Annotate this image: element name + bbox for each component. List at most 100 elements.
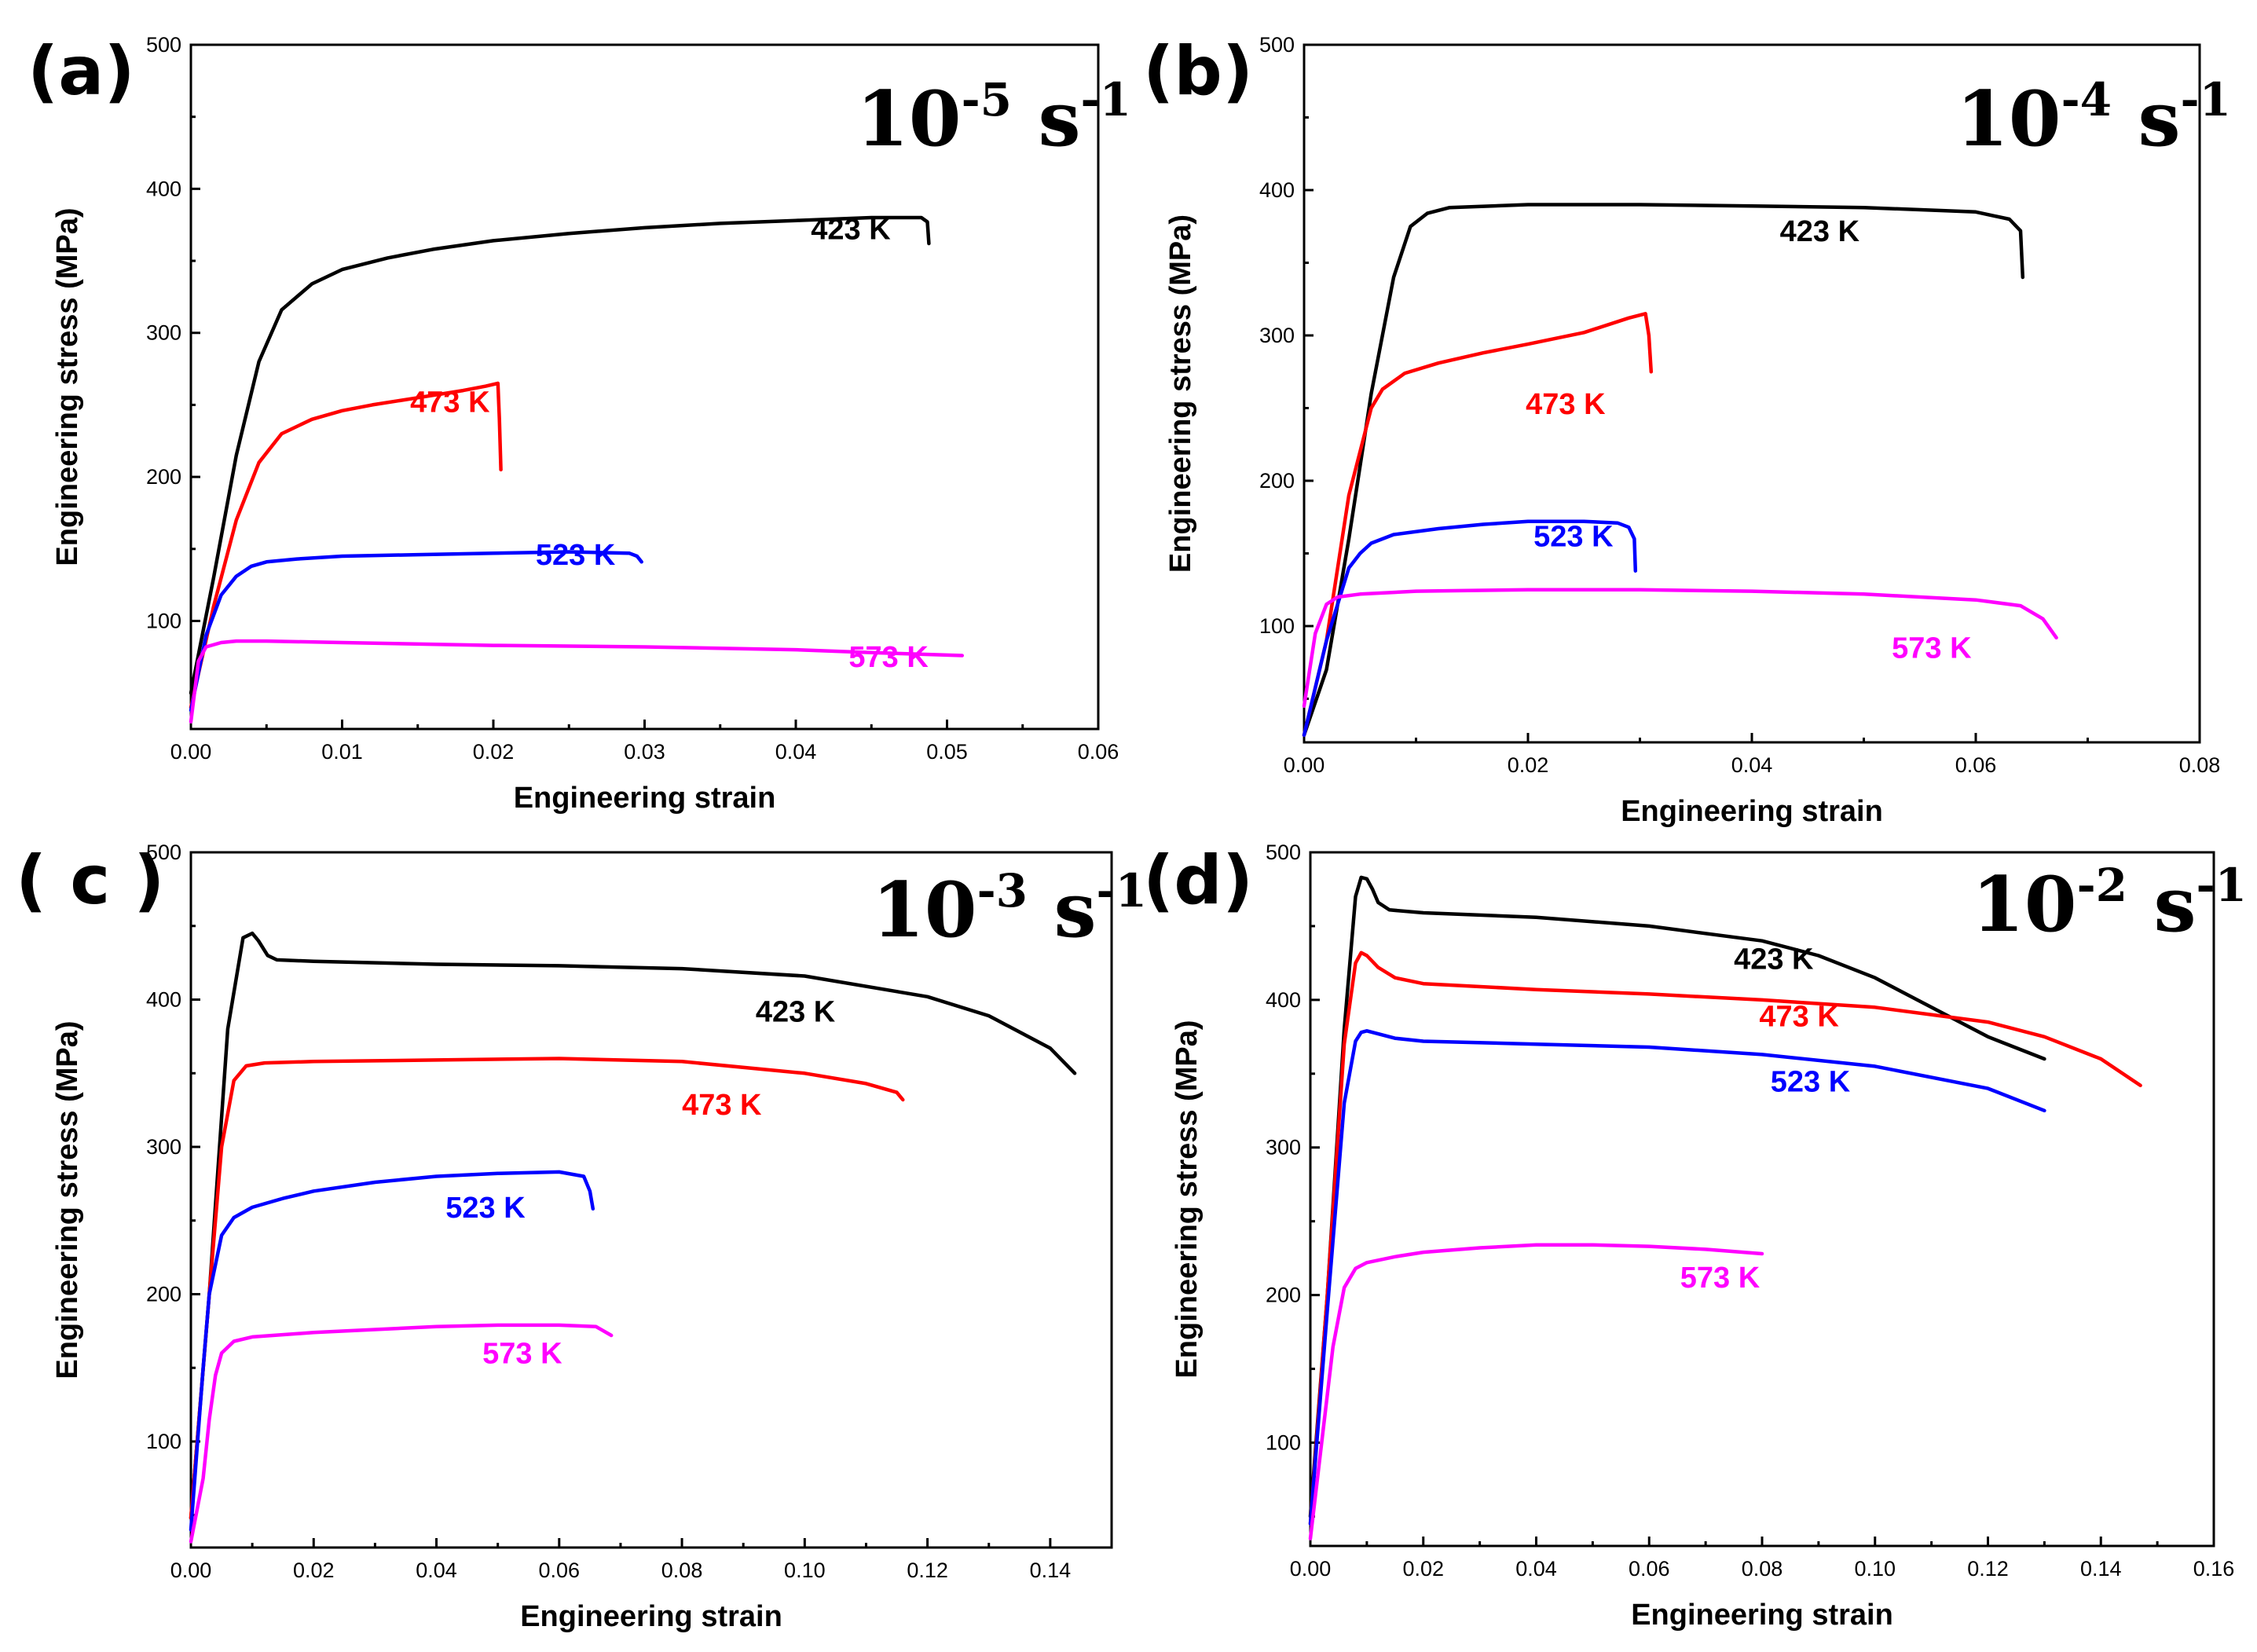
strain-rate-rate-unit: s: [2112, 75, 2180, 163]
series-label: 423 K: [1734, 943, 1814, 976]
series-label: 523 K: [536, 539, 616, 572]
series-label: 523 K: [445, 1192, 526, 1225]
strain-rate-rate-base: 10: [1956, 75, 2061, 163]
strain-rate-rate-exp: -4: [2061, 73, 2112, 126]
x-tick-label: 0.08: [1742, 1557, 1783, 1581]
panel-label: (d): [1143, 841, 1253, 920]
y-tick-label: 100: [146, 1430, 181, 1453]
series-line-573k: [1308, 1243, 1764, 1540]
y-tick-label: 200: [146, 1283, 181, 1306]
x-tick-label: 0.03: [624, 740, 665, 764]
y-tick-label: 400: [146, 988, 181, 1012]
x-tick-label: 0.10: [784, 1559, 826, 1582]
series-label: 473 K: [1759, 1001, 1839, 1034]
series-label: 573 K: [1680, 1262, 1761, 1295]
y-tick-label: 100: [1266, 1430, 1301, 1454]
plot-frame: [189, 851, 1113, 1549]
strain-rate-rate-exp: -5: [962, 73, 1012, 126]
y-tick-label: 400: [146, 177, 181, 200]
chart-panel-3: 0.00 0.02 0.04 0.06 0.08 0.10 0.12 0.14 100 200 30…: [16, 841, 1147, 1633]
y-axis-title: Engineering stress (MPa): [51, 1020, 84, 1379]
series-line-423k: [1308, 875, 2046, 1518]
x-tick-label: 0.02: [1402, 1557, 1444, 1581]
y-tick-label: 500: [1266, 841, 1301, 864]
plot-frame: [1303, 43, 2201, 744]
panel-label: (a): [27, 32, 135, 111]
x-tick-label: 0.06: [1629, 1557, 1670, 1581]
y-tick-label: 300: [1266, 1136, 1301, 1159]
series-line-573k: [189, 639, 965, 724]
series-label: 473 K: [410, 386, 490, 419]
series-line-473k: [1308, 951, 2142, 1526]
strain-rate-rate-base: 10: [856, 75, 962, 163]
x-tick-label: 0.04: [775, 740, 817, 764]
strain-rate-rate-unit-exp: -1: [1081, 73, 1131, 126]
x-tick-label: 0.08: [661, 1559, 703, 1582]
y-tick-label: 400: [1266, 988, 1301, 1012]
plot-frame: [189, 43, 1100, 731]
y-tick-label: 300: [146, 321, 181, 345]
strain-rate-rate-base: 10: [1972, 860, 2077, 949]
chart-panel-2: 0.00 0.02 0.04 0.06 0.08 100 200 300 400 500 Engin…: [1143, 32, 2231, 828]
x-tick-label: 0.04: [416, 1559, 457, 1582]
series-line-523k: [189, 550, 643, 712]
y-tick-label: 200: [1266, 1284, 1301, 1307]
y-axis-title: Engineering stress (MPa): [1171, 1020, 1204, 1378]
series-label: 473 K: [1526, 388, 1606, 421]
x-tick-label: 0.10: [1854, 1557, 1896, 1581]
panel-label: (b): [1143, 32, 1253, 111]
series-label: 573 K: [848, 641, 929, 674]
series-line-523k: [1302, 519, 1638, 738]
series-line-473k: [189, 1057, 905, 1520]
strain-rate-rate-unit-exp: -1: [2181, 73, 2231, 126]
strain-rate-rate-unit-exp: -1: [2197, 859, 2247, 912]
series-label: 423 K: [1780, 215, 1860, 248]
strain-rate-label: 10-5 s-1: [856, 73, 1131, 163]
y-tick-label: 100: [1259, 614, 1295, 638]
series-label: 423 K: [811, 214, 891, 247]
x-tick-label: 0.02: [1508, 753, 1549, 777]
y-tick-label: 200: [146, 465, 181, 489]
strain-rate-rate-unit: s: [1012, 75, 1080, 163]
x-tick-label: 0.06: [539, 1559, 581, 1582]
chart-panel-4: 0.00 0.02 0.04 0.06 0.08 0.10 0.12 0.14 0.16 100 2…: [1143, 841, 2247, 1632]
panel-label: ( c ): [16, 841, 164, 920]
series-label: 473 K: [682, 1089, 762, 1122]
y-tick-label: 300: [146, 1135, 181, 1159]
chart-panel-1: 0.00 0.01 0.02 0.03 0.04 0.05 0.06 100 200 300 400…: [27, 32, 1131, 815]
y-tick-label: 500: [1259, 33, 1295, 57]
x-tick-label: 0.00: [170, 1559, 212, 1582]
strain-rate-label: 10-4 s-1: [1956, 73, 2231, 163]
x-tick-label: 0.02: [293, 1559, 335, 1582]
x-tick-label: 0.12: [1967, 1557, 2009, 1581]
x-tick-label: 0.06: [1078, 740, 1119, 764]
x-tick-label: 0.04: [1515, 1557, 1557, 1581]
x-tick-label: 0.06: [1955, 753, 1997, 777]
series-line-523k: [189, 1170, 595, 1532]
y-tick-label: 500: [146, 33, 181, 57]
x-tick-label: 0.05: [926, 740, 968, 764]
strain-rate-label: 10-2 s-1: [1972, 859, 2247, 949]
strain-rate-rate-exp: -3: [977, 864, 1028, 918]
strain-rate-rate-unit: s: [1028, 866, 1096, 954]
x-axis-title: Engineering strain: [1621, 795, 1883, 828]
x-tick-label: 0.00: [1284, 753, 1325, 777]
x-tick-label: 0.08: [2179, 753, 2221, 777]
y-tick-label: 200: [1259, 469, 1295, 493]
series-label: 573 K: [1892, 632, 1972, 665]
x-tick-label: 0.00: [1290, 1557, 1332, 1581]
series-line-423k: [189, 931, 1077, 1520]
y-tick-label: 100: [146, 609, 181, 632]
x-tick-label: 0.16: [2193, 1557, 2235, 1581]
x-tick-label: 0.14: [1030, 1559, 1072, 1582]
y-tick-label: 500: [146, 841, 181, 864]
strain-rate-rate-unit: s: [2127, 860, 2196, 949]
strain-rate-rate-unit-exp: -1: [1097, 864, 1147, 918]
series-line-573k: [1302, 588, 2058, 709]
series-label: 523 K: [1533, 520, 1614, 553]
y-tick-label: 300: [1259, 324, 1295, 347]
series-line-473k: [189, 381, 503, 709]
x-tick-label: 0.02: [473, 740, 515, 764]
series-label: 523 K: [1771, 1065, 1851, 1098]
